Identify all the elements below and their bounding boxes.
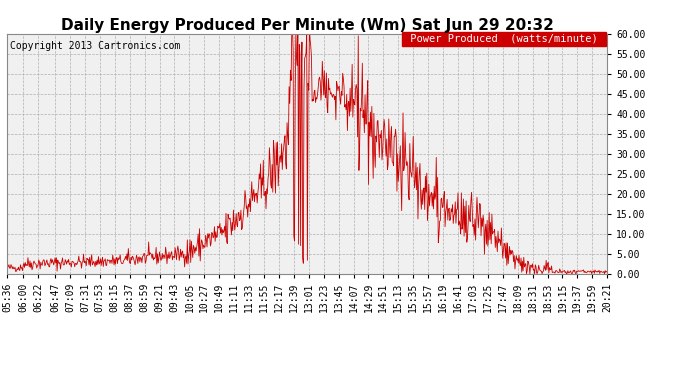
Text: Power Produced  (watts/minute): Power Produced (watts/minute): [404, 34, 604, 44]
Text: Copyright 2013 Cartronics.com: Copyright 2013 Cartronics.com: [10, 41, 180, 51]
Title: Daily Energy Produced Per Minute (Wm) Sat Jun 29 20:32: Daily Energy Produced Per Minute (Wm) Sa…: [61, 18, 553, 33]
